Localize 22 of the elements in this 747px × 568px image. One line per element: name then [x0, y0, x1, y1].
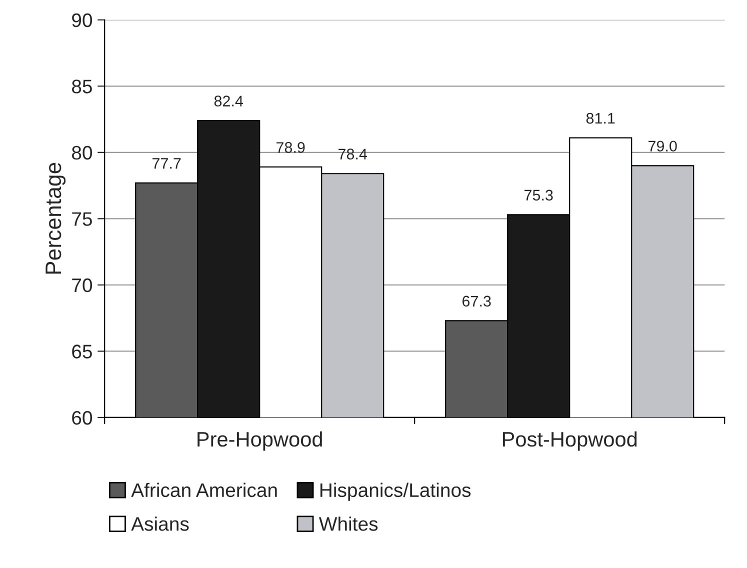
legend-label: Hispanics/Latinos — [320, 482, 471, 501]
data-label: 67.3 — [462, 296, 491, 307]
legend-label: African American — [131, 482, 277, 498]
y-tick-label: 80 — [72, 146, 92, 160]
y-tick-label: 65 — [72, 344, 92, 358]
legend-label: Asians — [131, 516, 189, 531]
y-tick-label: 60 — [72, 410, 92, 425]
data-label: 77.7 — [152, 158, 181, 169]
data-label: 78.4 — [338, 148, 368, 160]
x-tick-label: Pre-Hopwood — [198, 431, 322, 451]
y-tick-label: 70 — [72, 278, 92, 292]
data-label: 78.9 — [276, 142, 305, 153]
data-label: 81.1 — [586, 112, 615, 124]
legend-label: Whites — [318, 516, 378, 531]
data-label: 75.3 — [524, 190, 553, 201]
y-tick-label: 90 — [72, 13, 92, 28]
y-axis-title: Percentage — [46, 162, 66, 274]
y-tick-label: 75 — [72, 212, 92, 226]
x-tick-label: Post-Hopwood — [502, 431, 637, 451]
data-label: 82.4 — [214, 96, 244, 106]
y-tick-label: 85 — [72, 80, 92, 94]
data-label: 79.0 — [648, 140, 677, 152]
